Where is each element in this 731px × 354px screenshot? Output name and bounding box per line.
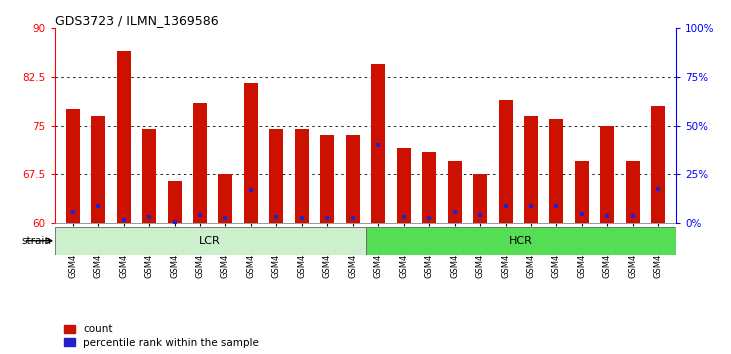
Legend: count, percentile rank within the sample: count, percentile rank within the sample [60, 320, 263, 352]
Bar [66, 109, 80, 223]
Bar [499, 100, 512, 223]
Bar [116, 51, 131, 223]
Text: LCR: LCR [200, 236, 221, 246]
Bar [55, 227, 366, 255]
Bar [366, 227, 676, 255]
Bar [397, 148, 411, 223]
Bar [91, 116, 105, 223]
Text: GDS3723 / ILMN_1369586: GDS3723 / ILMN_1369586 [55, 14, 219, 27]
Bar [219, 174, 232, 223]
Bar [423, 152, 436, 223]
Bar [626, 161, 640, 223]
Bar [269, 129, 284, 223]
Bar [447, 161, 462, 223]
Bar [295, 129, 308, 223]
Bar [524, 116, 538, 223]
Bar [600, 126, 615, 223]
Bar [346, 135, 360, 223]
Bar [142, 129, 156, 223]
Bar [244, 84, 258, 223]
Bar [193, 103, 207, 223]
Bar [371, 64, 385, 223]
Text: HCR: HCR [509, 236, 533, 246]
Bar [167, 181, 181, 223]
Bar [473, 174, 487, 223]
Bar [575, 161, 589, 223]
Text: strain: strain [21, 236, 51, 246]
Bar [320, 135, 334, 223]
Bar [651, 106, 665, 223]
Bar [550, 119, 564, 223]
